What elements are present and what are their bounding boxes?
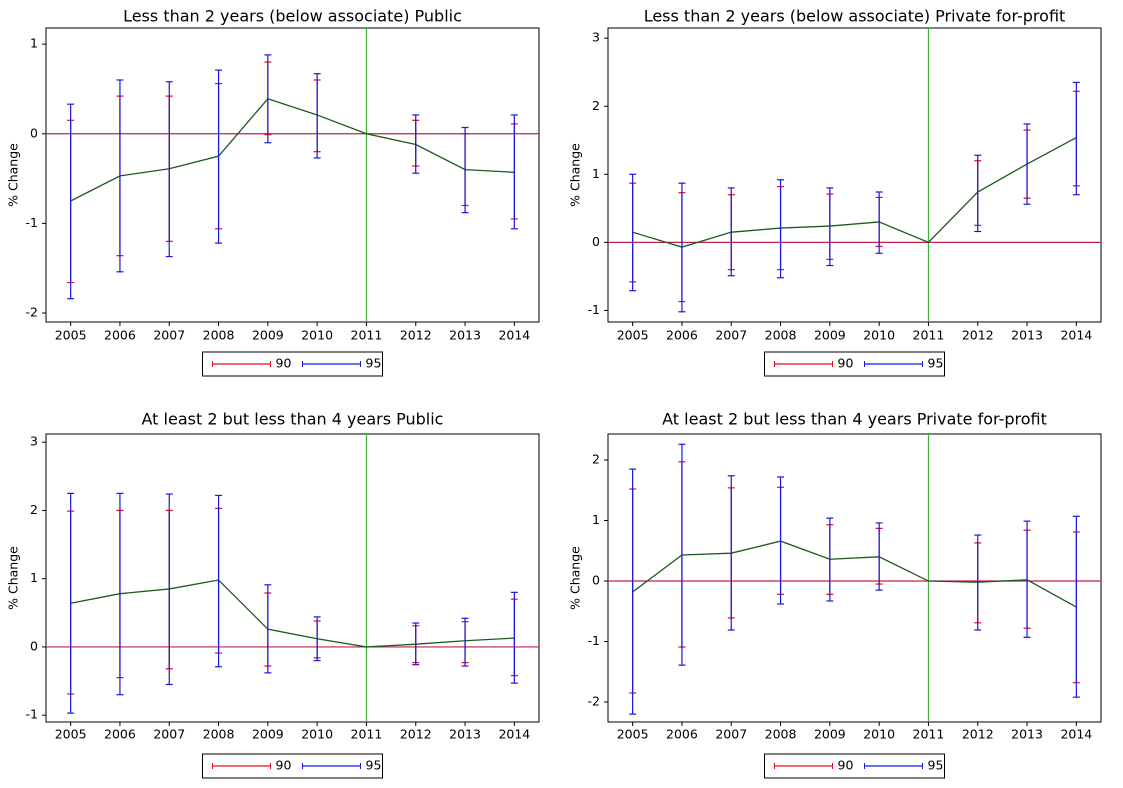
x-tick-label: 2008 xyxy=(203,727,235,742)
y-tick-label: 3 xyxy=(30,434,38,449)
legend-label: 90 xyxy=(838,758,854,773)
legend-label: 95 xyxy=(366,356,382,371)
plot-frame xyxy=(607,27,1102,323)
x-tick-label: 2006 xyxy=(666,727,698,742)
x-tick-label: 2006 xyxy=(104,727,136,742)
y-tick-label: 2 xyxy=(30,502,38,517)
y-tick-label: 0 xyxy=(30,125,38,140)
x-tick-label: 2009 xyxy=(814,328,846,343)
panel-title: At least 2 but less than 4 years Public xyxy=(142,410,444,429)
x-tick-label: 2013 xyxy=(1011,727,1043,742)
x-tick-label: 2008 xyxy=(765,328,797,343)
x-tick-label: 2013 xyxy=(1011,328,1043,343)
y-axis-label: % Change xyxy=(6,546,21,610)
y-tick-label: 1 xyxy=(592,166,600,181)
estimate-line xyxy=(70,579,515,648)
x-tick-label: 2012 xyxy=(400,328,432,343)
y-tick-label: 2 xyxy=(592,452,600,467)
x-tick-label: 2007 xyxy=(153,328,185,343)
panel: At least 2 but less than 4 years Public%… xyxy=(6,410,540,779)
x-tick-label: 2014 xyxy=(1060,727,1092,742)
panel-title: Less than 2 years (below associate) Priv… xyxy=(644,7,1066,26)
panel: Less than 2 years (below associate) Publ… xyxy=(6,7,540,377)
legend-label: 90 xyxy=(276,356,292,371)
y-tick-label: 1 xyxy=(592,512,600,527)
x-tick-label: 2009 xyxy=(252,328,284,343)
x-tick-label: 2010 xyxy=(863,328,895,343)
x-tick-label: 2010 xyxy=(863,727,895,742)
x-tick-label: 2011 xyxy=(913,328,945,343)
x-tick-label: 2012 xyxy=(962,328,994,343)
y-tick-label: 0 xyxy=(592,234,600,249)
y-tick-label: 1 xyxy=(30,570,38,585)
plot-frame xyxy=(607,433,1102,723)
y-tick-label: -1 xyxy=(26,707,38,722)
y-tick-label: 1 xyxy=(30,36,38,51)
legend-label: 95 xyxy=(928,758,944,773)
x-tick-label: 2014 xyxy=(498,328,530,343)
panel-title: Less than 2 years (below associate) Publ… xyxy=(123,7,462,26)
estimate-line xyxy=(70,98,515,202)
y-tick-label: -1 xyxy=(588,633,600,648)
x-tick-label: 2013 xyxy=(449,328,481,343)
x-tick-label: 2011 xyxy=(913,727,945,742)
y-axis-label: % Change xyxy=(6,143,21,207)
y-axis-label: % Change xyxy=(568,546,583,610)
estimate-line xyxy=(632,136,1077,248)
plot-frame xyxy=(45,27,540,323)
y-tick-label: -1 xyxy=(26,215,38,230)
legend-label: 90 xyxy=(838,356,854,371)
legend-label: 95 xyxy=(366,758,382,773)
x-tick-label: 2007 xyxy=(153,727,185,742)
panel: At least 2 but less than 4 years Private… xyxy=(568,410,1102,779)
y-tick-label: 3 xyxy=(592,30,600,45)
x-tick-label: 2007 xyxy=(715,727,747,742)
x-tick-label: 2008 xyxy=(203,328,235,343)
y-tick-label: 0 xyxy=(592,573,600,588)
y-tick-label: -1 xyxy=(588,302,600,317)
legend-label: 95 xyxy=(928,356,944,371)
x-tick-label: 2009 xyxy=(252,727,284,742)
x-tick-label: 2012 xyxy=(962,727,994,742)
y-tick-label: -2 xyxy=(588,694,600,709)
x-tick-label: 2007 xyxy=(715,328,747,343)
legend-label: 90 xyxy=(276,758,292,773)
x-tick-label: 2008 xyxy=(765,727,797,742)
x-tick-label: 2014 xyxy=(1060,328,1092,343)
panel: Less than 2 years (below associate) Priv… xyxy=(568,7,1102,377)
x-tick-label: 2009 xyxy=(814,727,846,742)
x-tick-label: 2005 xyxy=(617,328,649,343)
x-tick-label: 2006 xyxy=(104,328,136,343)
panel-title: At least 2 but less than 4 years Private… xyxy=(662,410,1047,429)
x-tick-label: 2011 xyxy=(351,328,383,343)
x-tick-label: 2005 xyxy=(55,328,87,343)
y-axis-label: % Change xyxy=(568,143,583,207)
x-tick-label: 2013 xyxy=(449,727,481,742)
x-tick-label: 2014 xyxy=(498,727,530,742)
x-tick-label: 2006 xyxy=(666,328,698,343)
x-tick-label: 2011 xyxy=(351,727,383,742)
plot-frame xyxy=(45,433,540,723)
x-tick-label: 2005 xyxy=(55,727,87,742)
estimate-line xyxy=(632,540,1077,608)
y-tick-label: -2 xyxy=(26,305,38,320)
x-tick-label: 2005 xyxy=(617,727,649,742)
x-tick-label: 2012 xyxy=(400,727,432,742)
y-tick-label: 2 xyxy=(592,98,600,113)
y-tick-label: 0 xyxy=(30,638,38,653)
x-tick-label: 2010 xyxy=(301,328,333,343)
x-tick-label: 2010 xyxy=(301,727,333,742)
